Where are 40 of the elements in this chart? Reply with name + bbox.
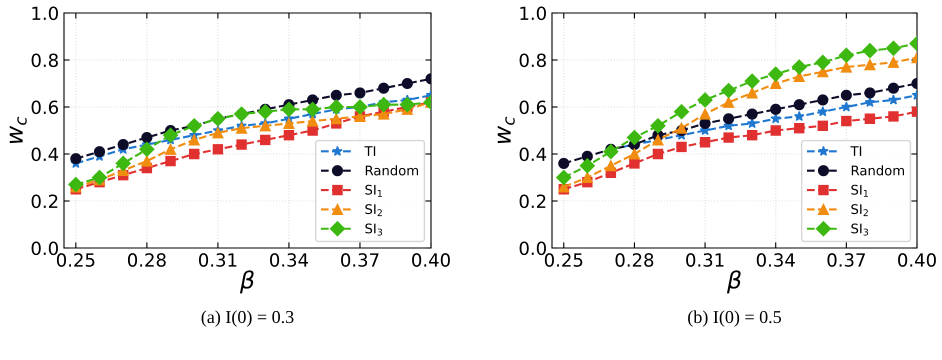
x-tick-label: 0.28 xyxy=(128,253,166,267)
text: (a) I(0) = 0.3 xyxy=(202,310,294,327)
y-tick-label: 0.2 xyxy=(32,194,58,208)
x-tick-label: 0.34 xyxy=(756,253,795,267)
x-tick-label: 0.31 xyxy=(686,253,724,267)
y-tick-label: 0.8 xyxy=(32,53,58,68)
x-tick-label: 0.40 xyxy=(898,253,936,267)
y-tick-label: 0.2 xyxy=(520,194,546,208)
y-tick-label: 0.0 xyxy=(520,241,546,256)
y-tick-label: 0.6 xyxy=(520,100,546,114)
x-tick-label: 0.37 xyxy=(827,253,865,267)
x-tick-label: 0.25 xyxy=(544,253,582,267)
y-axis-title: w$_{c}$ xyxy=(498,116,515,144)
legend-label: SI$_{1}$ xyxy=(851,184,868,197)
x-tick-label: 0.28 xyxy=(616,253,654,267)
legend-label: TI xyxy=(364,146,376,156)
x-axis-title: β xyxy=(240,270,254,294)
y-tick-label: 0.8 xyxy=(520,53,546,68)
y-tick-label: 0.4 xyxy=(32,147,58,162)
y-tick-label: 0.0 xyxy=(32,241,58,256)
legend-label: SI$_{2}$ xyxy=(365,204,382,216)
y-tick-label: 0.4 xyxy=(520,147,546,162)
x-tick-label: 0.25 xyxy=(56,253,94,267)
legend-label: SI$_{1}$ xyxy=(365,184,382,197)
x-tick-label: 0.31 xyxy=(198,253,236,267)
legend-label: SI$_{3}$ xyxy=(365,223,382,236)
legend-label: Random xyxy=(852,165,904,176)
legend-label: TI xyxy=(850,146,862,156)
y-tick-label: 1.0 xyxy=(520,6,546,20)
text: (b) I(0) = 0.5 xyxy=(688,310,782,327)
x-tick-label: 0.34 xyxy=(270,253,308,267)
y-tick-label: 0.6 xyxy=(32,100,58,114)
y-tick-label: 1.0 xyxy=(32,6,58,20)
legend-label: SI$_{2}$ xyxy=(851,204,868,216)
x-tick-label: 0.37 xyxy=(341,253,379,267)
x-axis-title: β xyxy=(726,270,741,294)
legend-label: SI$_{3}$ xyxy=(851,223,868,236)
y-axis-title: w$_{c}$ xyxy=(10,116,27,144)
x-tick-label: 0.40 xyxy=(412,253,450,267)
legend-label: Random xyxy=(366,165,418,176)
